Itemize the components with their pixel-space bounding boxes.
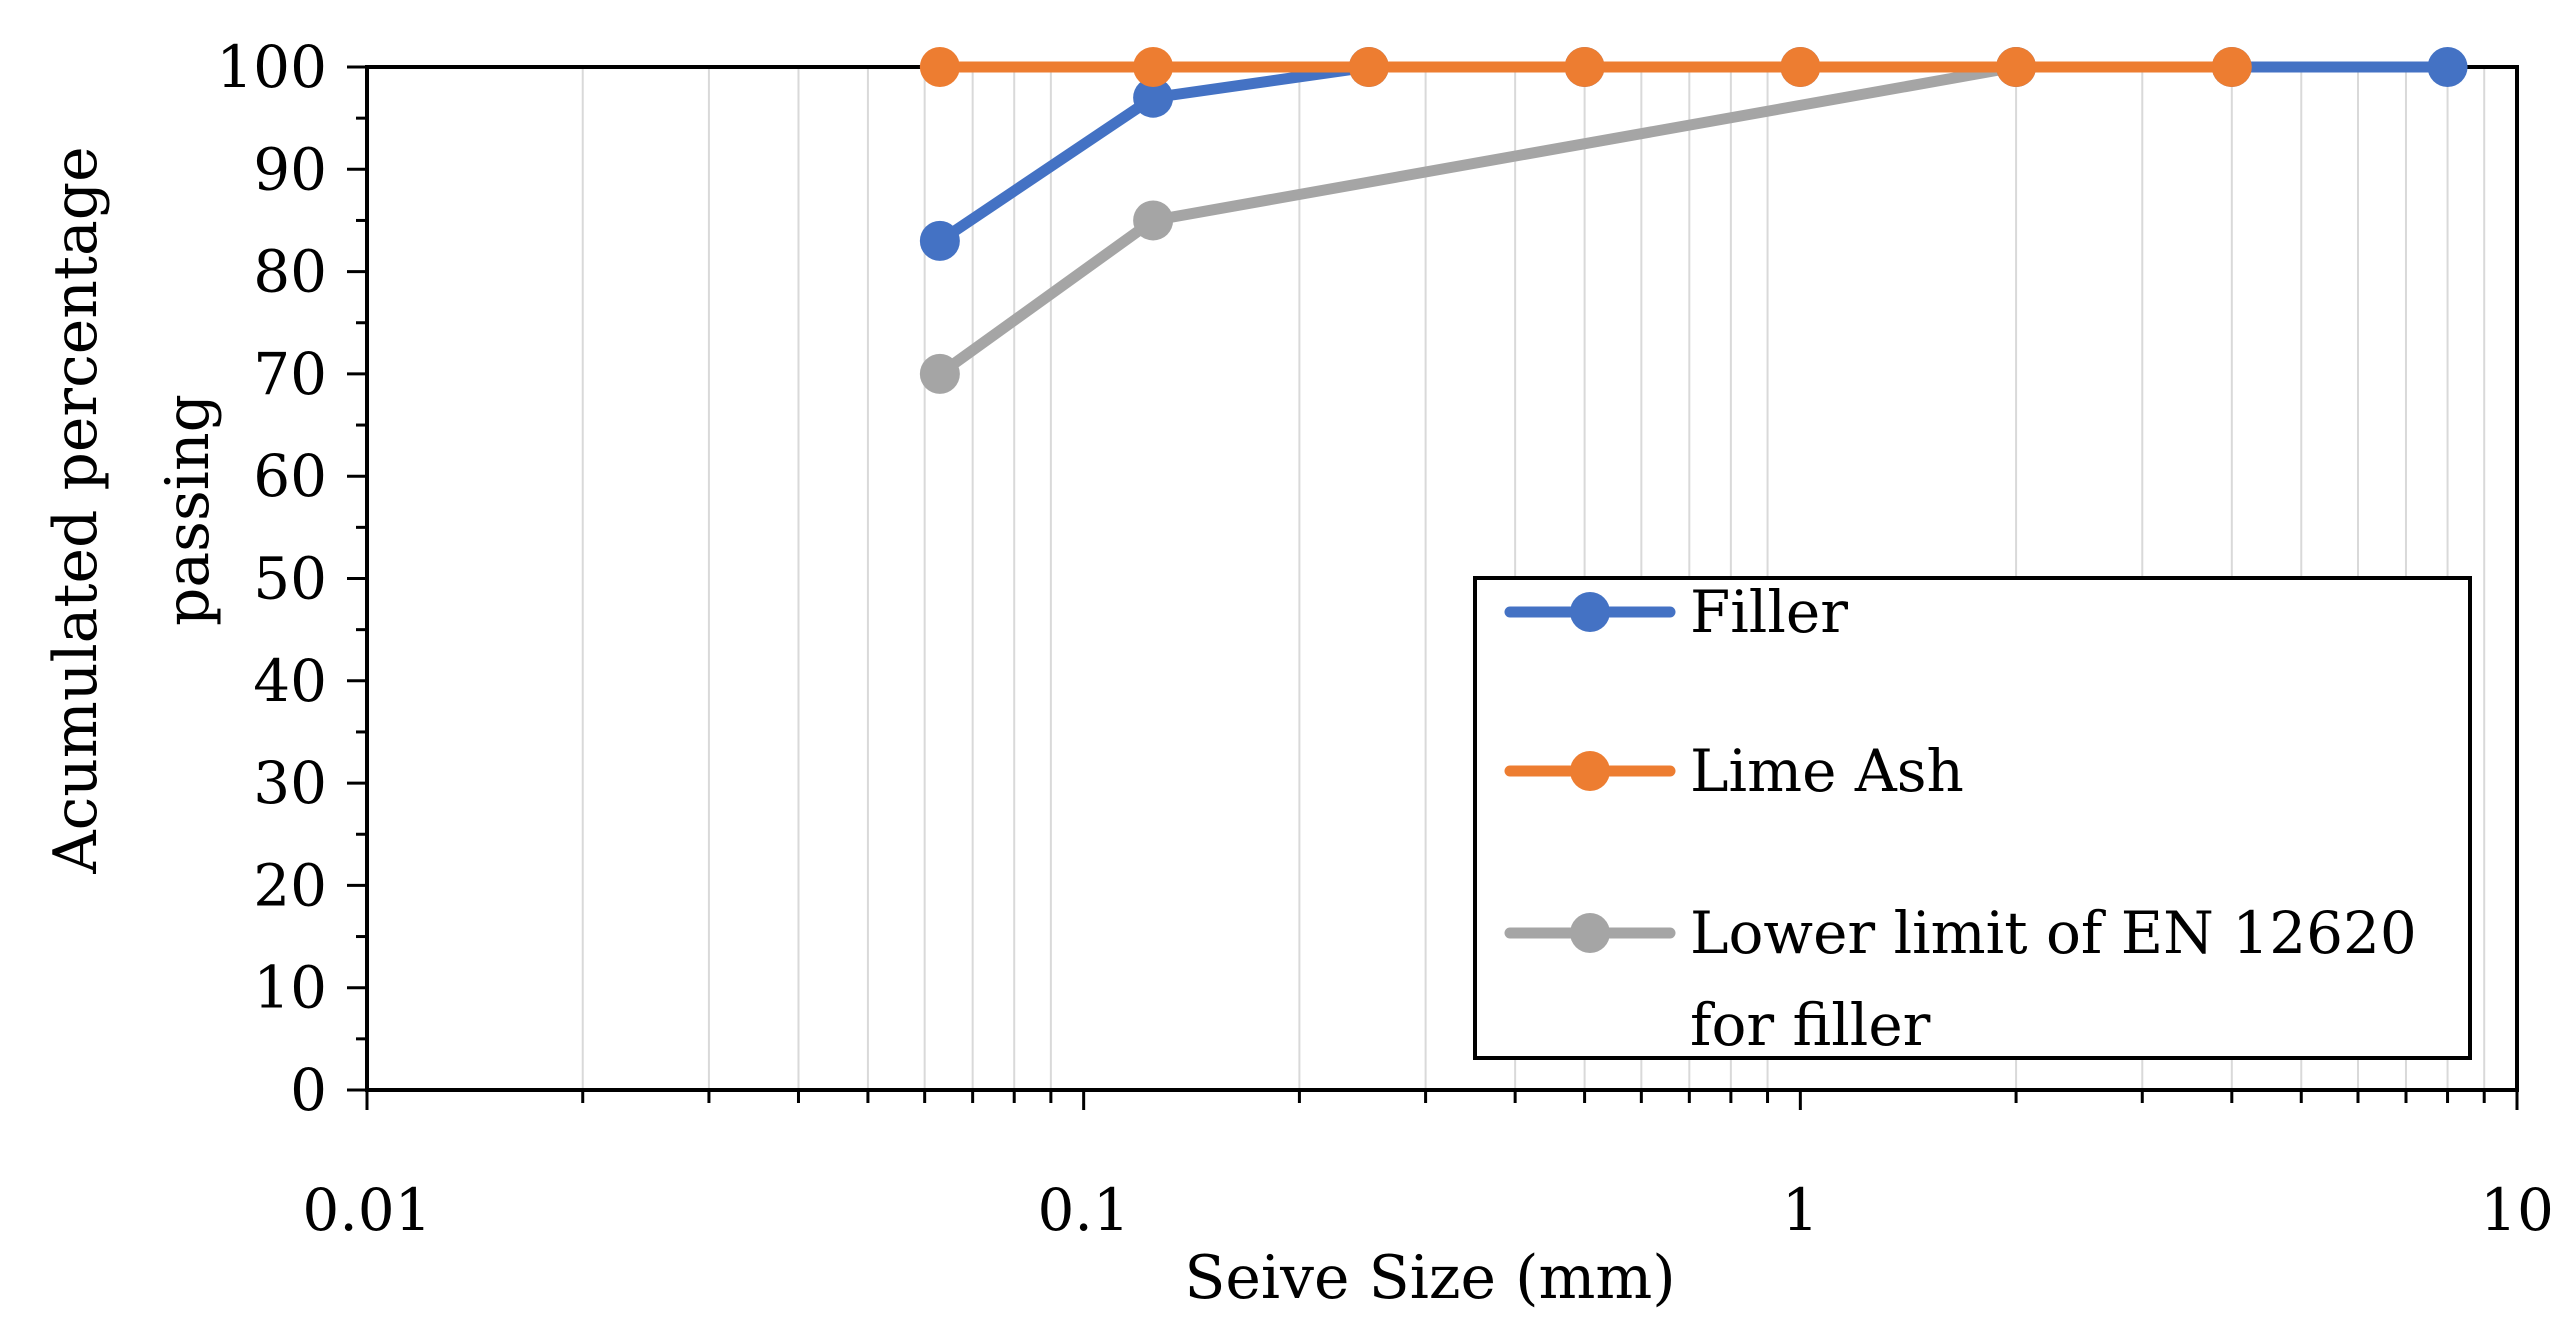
y-tick-label: 20 xyxy=(253,851,327,919)
legend-label-line: for filler xyxy=(1690,991,1931,1059)
y-tick-label: 40 xyxy=(253,647,327,715)
legend-marker-lime-ash xyxy=(1570,751,1610,791)
data-point-lower-limit-of-en-12620-for-filler xyxy=(1133,200,1174,241)
data-point-lime-ash xyxy=(1348,47,1389,87)
y-tick-label: 50 xyxy=(253,545,327,613)
data-point-filler xyxy=(1133,77,1174,118)
x-tick-label: 10 xyxy=(2480,1176,2554,1244)
legend-box xyxy=(1473,576,2472,1060)
data-point-lower-limit-of-en-12620-for-filler xyxy=(919,353,960,394)
x-axis-title: Seive Size (mm) xyxy=(1184,1243,1675,1313)
series-layer xyxy=(919,47,2468,394)
y-tick-label: 60 xyxy=(253,442,327,510)
data-point-lime-ash xyxy=(1133,47,1174,87)
y-tick-label: 80 xyxy=(253,238,327,306)
legend-label-line: Lower limit of EN 12620 xyxy=(1690,899,2417,967)
x-tick-label: 0.01 xyxy=(302,1176,431,1244)
data-point-lime-ash xyxy=(1996,47,2037,87)
legend-label-filler: Filler xyxy=(1690,578,1848,646)
y-tick-label: 30 xyxy=(253,749,327,817)
y-axis-title-line: Acumulated percentage xyxy=(41,146,111,874)
x-tick-label: 0.1 xyxy=(1038,1176,1130,1244)
legend-label-lime-ash: Lime Ash xyxy=(1690,737,1964,805)
y-tick-label: 100 xyxy=(216,33,327,101)
data-point-lime-ash xyxy=(1780,47,1821,87)
data-point-filler xyxy=(919,220,960,261)
y-tick-label: 10 xyxy=(253,954,327,1022)
legend-label-lower-limit-of-en-12620-for-filler: Lower limit of EN 12620 for filler xyxy=(1690,899,2417,1059)
data-point-filler xyxy=(2427,47,2468,87)
y-tick-label: 70 xyxy=(253,340,327,408)
data-point-lime-ash xyxy=(2211,47,2252,87)
axis-layer: 0 10 20 30 40 50 60 70 80 90 100 0.01 0.1 1 10 Seive Si… xyxy=(41,33,2554,1313)
y-tick-label: 0 xyxy=(290,1056,327,1124)
legend-marker-lower-limit-of-en-12620-for-filler xyxy=(1570,913,1610,953)
legend-label-line: Filler xyxy=(1690,578,1848,646)
legend-label-line: Lime Ash xyxy=(1690,737,1964,805)
data-point-lime-ash xyxy=(919,47,960,87)
data-point-lime-ash xyxy=(1564,47,1605,87)
legend-marker-filler xyxy=(1570,592,1610,632)
legend: Filler Lime Ash Lower limit of EN 12620 for… xyxy=(1473,576,2472,1060)
x-tick-label: 1 xyxy=(1782,1176,1819,1244)
y-axis-title: Acumulated percentage passing xyxy=(41,146,223,874)
y-tick-label: 90 xyxy=(253,135,327,203)
y-axis-title-line: passing xyxy=(153,394,223,626)
